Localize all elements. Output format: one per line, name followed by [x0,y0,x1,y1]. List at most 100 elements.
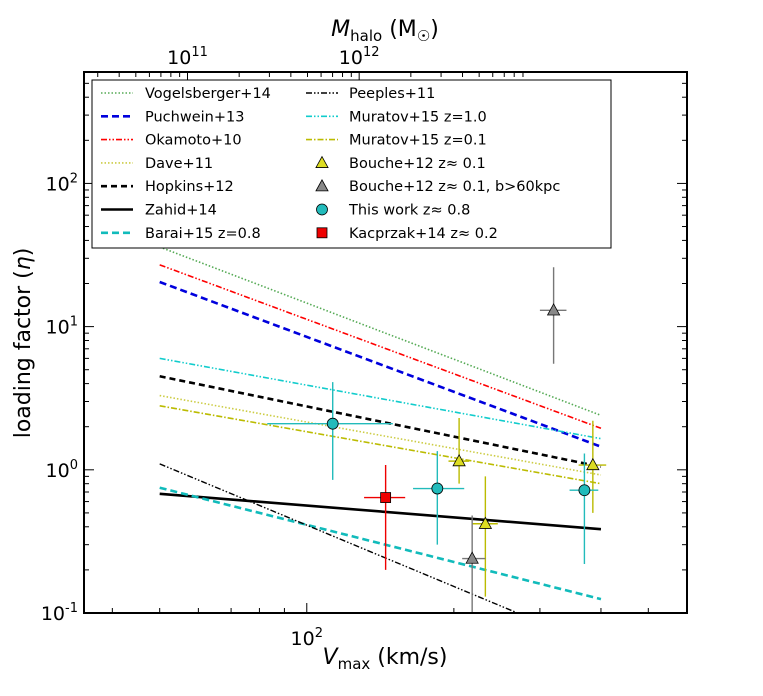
data-point-circle-2-0 [267,382,393,480]
legend-label: Kacprzak+14 z≈ 0.2 [349,226,498,242]
model-line-muratov-15-z-1-0 [159,357,602,440]
legend-label: Hopkins+12 [145,179,234,195]
model-line-hopkins-12 [159,375,602,469]
y-tick-label: 100 [46,458,78,482]
y-axis-sym: η [11,256,36,270]
legend: Vogelsberger+14 Puchwein+13 Okamoto+10 Dave… [91,79,612,249]
data-point-circle-2-1 [413,451,465,545]
tick-exponent: 2 [315,626,323,641]
data-point-triangle-0-1 [472,476,498,597]
marker-circle [431,482,444,495]
data-point-triangle-0-0 [448,418,470,484]
x-tick-label: 102 [291,626,323,650]
tick-exponent: 0 [70,458,78,473]
tick-exponent: 11 [191,45,208,60]
top-axis-var: M [331,17,350,42]
tick-base: 10 [167,47,191,69]
top-axis-sub: halo [350,27,382,45]
plot-frame [83,71,688,614]
x-axis-title: Vmax (km/s) [323,645,448,673]
error-bar [472,476,498,597]
marker-triangle [586,457,600,471]
y-tick-label: 10-1 [41,601,78,625]
error-bar [267,382,393,480]
x-axis-unit: (km/s) [370,645,447,670]
legend-swatch-square [316,227,328,239]
error-bar [539,267,567,364]
model-line-puchwein-13 [159,280,602,448]
error-bar [364,465,406,570]
tick-exponent: 1 [70,315,78,330]
legend-label: Barai+15 z=0.8 [145,226,261,242]
legend-entry: Vogelsberger+14 [101,86,271,102]
legend-entry: Puchwein+13 [101,109,244,125]
legend-label: Muratov+15 z=0.1 [349,133,487,149]
legend-entry: Bouche+12 z≈ 0.1, b>60kpc [315,179,560,195]
top-axis-title: Mhalo (M☉) [331,17,439,45]
x-axis-var: V [323,645,340,670]
model-line-vogelsberger-14 [159,246,602,417]
top-tick-label: 1012 [339,45,380,69]
tick-base: 10 [339,47,363,69]
y-axis-close: ) [11,248,36,257]
marker-triangle [452,453,466,467]
data-point-triangle-1-1 [539,267,567,364]
marker-circle [578,484,591,497]
legend-entries: Vogelsberger+14 Puchwein+13 Okamoto+10 Dave… [101,86,560,242]
tick-base: 10 [291,628,315,650]
data-point-square-3-0 [364,465,406,570]
legend-entry: Muratov+15 z=0.1 [306,133,487,149]
legend-swatch-circle [316,203,328,216]
legend-entry: Bouche+12 z≈ 0.1 [315,155,486,172]
tick-base: 10 [46,173,70,195]
model-line-peeples-11 [159,463,518,613]
legend-swatch-triangle [315,155,329,168]
marker-square [380,492,392,503]
model-line-dave-11 [159,394,602,476]
legend-label: Puchwein+13 [145,109,244,125]
marker-triangle [465,551,479,564]
tick-base: 10 [46,317,70,339]
legend-label: Zahid+14 [145,203,217,219]
legend-label: Vogelsberger+14 [145,86,271,102]
legend-entry: This work z≈ 0.8 [316,203,470,219]
top-tick-label: 1011 [167,45,208,69]
tick-base: 10 [41,603,65,625]
y-tick-label: 102 [46,171,78,195]
legend-label: Bouche+12 z≈ 0.1, b>60kpc [349,179,560,195]
marker-triangle [478,516,493,529]
error-bar [448,418,470,484]
legend-label: Peeples+11 [349,86,435,102]
data-point-triangle-0-2 [578,420,607,513]
tick-exponent: 2 [70,171,78,186]
legend-entry: Barai+15 z=0.8 [101,226,261,242]
marker-triangle [546,303,561,316]
y-tick-label: 101 [46,315,78,339]
legend-box [91,79,612,249]
tick-exponent: 12 [363,45,380,60]
y-axis-title: loading factor (η) [11,248,36,439]
legend-entry: Peeples+11 [306,86,435,102]
legend-entry: Hopkins+12 [101,179,234,195]
marker-circle [326,417,339,430]
y-axis-text: loading factor ( [11,270,36,438]
legend-swatch-triangle [315,179,329,192]
model-line-zahid-14 [159,492,602,531]
legend-label: This work z≈ 0.8 [348,203,470,219]
legend-entry: Muratov+15 z=1.0 [306,109,487,125]
data-point-circle-2-2 [569,453,599,564]
model-line-okamoto-10 [159,264,602,430]
tick-exponent: -1 [65,601,78,616]
top-axis-close: ) [430,17,439,42]
legend-entry: Okamoto+10 [101,133,242,149]
legend-label: Bouche+12 z≈ 0.1 [349,156,486,172]
legend-label: Okamoto+10 [145,133,242,149]
legend-entry: Dave+11 [101,156,213,172]
legend-entry: Zahid+14 [101,203,217,219]
x-axis-sub: max [338,655,371,673]
plot-content [159,246,607,613]
legend-label: Dave+11 [145,156,213,172]
top-axis-unit: (M [382,17,417,42]
